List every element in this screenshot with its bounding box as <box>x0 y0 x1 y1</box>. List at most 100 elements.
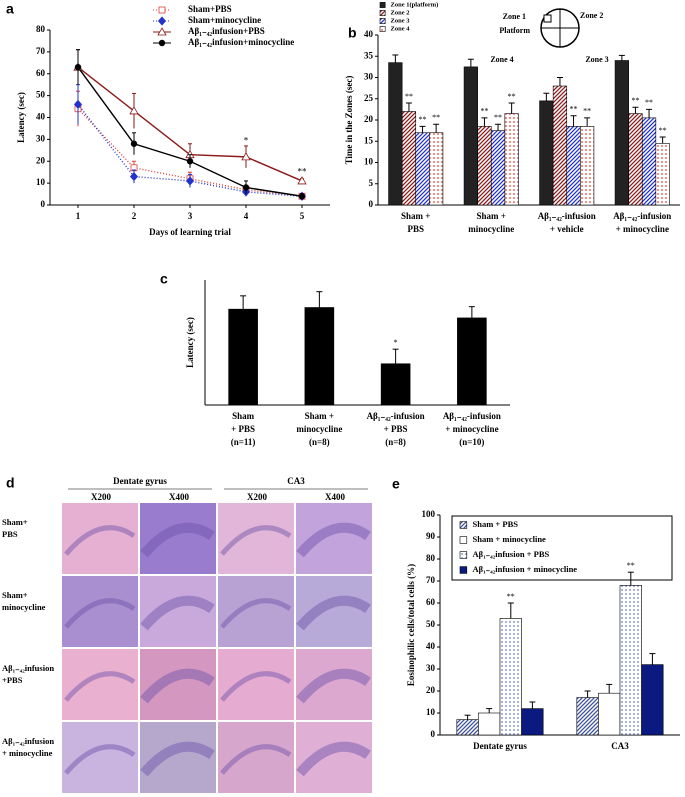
y-tick-label: 10 <box>36 177 46 187</box>
legend-label: Sham+minocycline <box>188 15 261 25</box>
y-tick-label: 20 <box>364 114 374 124</box>
bar <box>576 697 599 736</box>
annotation: ** <box>583 107 591 116</box>
inset-label: Zone 3 <box>585 55 608 64</box>
panel-label: e <box>392 476 400 492</box>
y-tick-label: 15 <box>364 135 374 145</box>
tissue-band <box>220 598 292 629</box>
x-tick-label: + minocycline <box>445 424 498 434</box>
tissue-band <box>64 744 136 775</box>
y-axis-label: Latency (sec) <box>16 92 26 143</box>
micrograph <box>140 722 216 793</box>
tissue-band <box>220 525 292 556</box>
annotation: ** <box>298 166 308 176</box>
annotation: ** <box>507 592 515 601</box>
bar <box>478 712 501 736</box>
x-tick-label: Sham <box>232 411 255 421</box>
tissue-band <box>296 741 371 777</box>
y-tick-label: 40 <box>426 641 436 651</box>
inset-label: Platform <box>499 26 530 35</box>
data-point <box>129 106 139 115</box>
tissue-band <box>296 668 371 704</box>
bar <box>552 85 568 206</box>
y-tick-label: 80 <box>426 553 436 563</box>
micrograph <box>296 576 372 647</box>
legend-label: Aβ₁₋₄₂infusion+PBS <box>188 26 265 36</box>
y-axis-label: Eosinophilic cells/total cells (%) <box>406 564 416 686</box>
row-label: Sham+ <box>2 590 28 600</box>
tissue-band <box>64 671 136 702</box>
bar <box>304 307 335 406</box>
x-tick-label: 5 <box>300 211 305 221</box>
tissue-band <box>64 598 136 629</box>
inset-label: Zone 2 <box>580 11 603 20</box>
x-tick-label: Aβ₁₋₄₂-infusion <box>613 211 671 221</box>
y-tick-label: 40 <box>364 29 374 39</box>
bar <box>380 363 411 406</box>
y-tick-label: 80 <box>36 24 46 34</box>
micrograph <box>62 722 138 793</box>
annotation: ** <box>494 113 502 122</box>
x-axis-label: Days of learning trial <box>149 227 231 237</box>
bar <box>388 62 403 206</box>
data-point <box>186 158 194 165</box>
y-tick-label: 20 <box>36 155 46 165</box>
annotation: ** <box>419 115 427 124</box>
bar <box>521 708 544 736</box>
y-tick-label: 10 <box>364 157 374 167</box>
legend-swatch <box>459 536 468 544</box>
legend-label: Sham + PBS <box>473 519 519 529</box>
region-label: CA3 <box>287 476 305 486</box>
micrograph <box>62 503 138 574</box>
y-tick-label: 30 <box>36 133 46 143</box>
y-tick-label: 50 <box>36 90 46 100</box>
x-tick-label: PBS <box>407 224 424 234</box>
y-tick-label: 70 <box>36 46 46 56</box>
y-tick-label: 10 <box>426 707 436 717</box>
legend-label: Aβ₁₋₄₂infusion+minocycline <box>188 37 294 47</box>
x-tick-label: CA3 <box>611 741 629 751</box>
bar <box>641 117 657 206</box>
bar <box>456 719 479 736</box>
y-tick-label: 60 <box>426 597 436 607</box>
x-tick-label: minocycline <box>468 224 514 234</box>
y-axis-label: Latency (sec) <box>185 317 195 368</box>
magnification-label: X200 <box>247 492 267 502</box>
legend-marker <box>157 16 167 26</box>
panel-label: d <box>6 475 15 491</box>
bar <box>566 126 581 206</box>
y-tick-label: 40 <box>36 112 46 122</box>
micrograph <box>140 503 216 574</box>
micrograph <box>62 576 138 647</box>
magnification-label: X200 <box>91 492 111 502</box>
inset-label: Zone 1 <box>503 12 526 21</box>
x-tick-label: (n=8) <box>385 437 406 447</box>
y-tick-label: 50 <box>426 619 436 629</box>
panel-label: b <box>348 25 357 41</box>
platform <box>543 14 552 23</box>
legend-swatch <box>379 2 386 8</box>
legend-swatch <box>459 551 468 559</box>
row-label: + minocycline <box>2 748 53 758</box>
legend-marker <box>158 39 166 47</box>
legend-label: Aβ₁₋₄₂infusion + minocycline <box>473 564 578 574</box>
data-point <box>241 152 251 161</box>
micrograph <box>62 649 138 720</box>
panel-label: c <box>160 271 168 287</box>
bar <box>614 60 629 206</box>
micrograph <box>296 722 372 793</box>
data-point <box>129 171 139 182</box>
annotation: ** <box>645 98 653 107</box>
y-tick-label: 25 <box>364 93 374 103</box>
legend-label: Sham + minocycline <box>473 534 547 544</box>
y-tick-label: 0 <box>41 199 46 209</box>
bar <box>655 143 670 206</box>
legend-swatch <box>379 26 386 32</box>
bar <box>499 618 522 736</box>
y-tick-label: 100 <box>422 509 436 519</box>
tissue-band <box>140 595 215 631</box>
tissue-band <box>220 744 292 775</box>
x-tick-label: minocycline <box>296 424 342 434</box>
x-tick-label: 4 <box>244 211 249 221</box>
